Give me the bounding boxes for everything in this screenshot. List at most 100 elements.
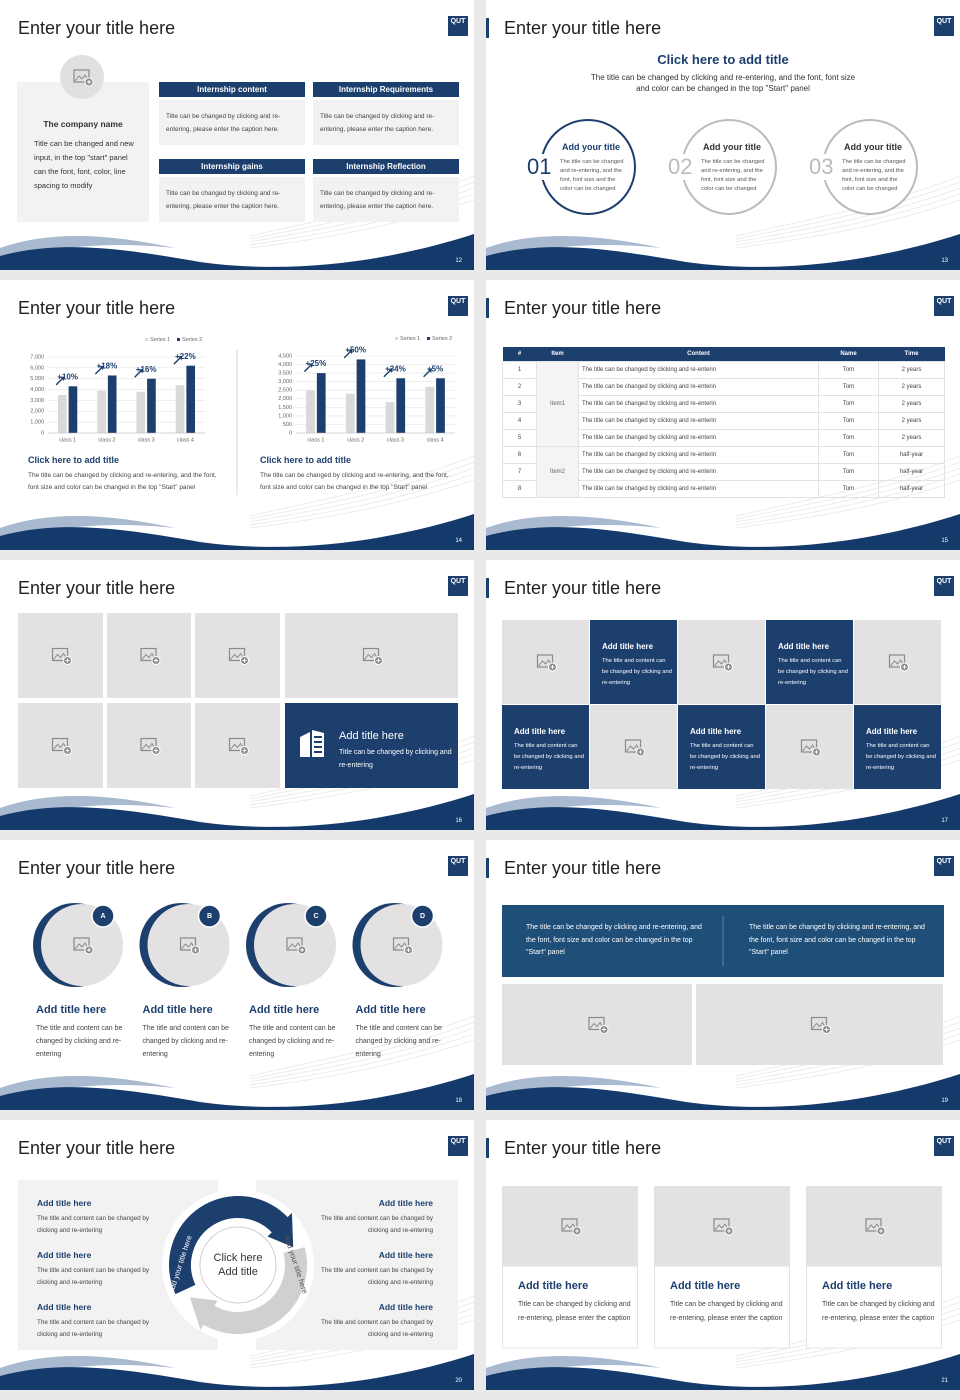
- image-icon: [392, 937, 413, 955]
- wave-line: [249, 1039, 474, 1089]
- column-header: Content: [578, 347, 819, 362]
- wave-light: [0, 795, 175, 822]
- card-body: [502, 1265, 638, 1349]
- wave-line: [249, 473, 474, 526]
- image-icon: [51, 647, 72, 665]
- icon-frame: [536, 654, 554, 668]
- row-number: 7: [502, 463, 537, 481]
- icon-frame: [624, 739, 642, 753]
- item-text: The title and content can be changed by …: [320, 1215, 433, 1234]
- y-tick-label: 0: [289, 430, 292, 436]
- name-cell: Tom: [818, 361, 879, 379]
- image-icon: [536, 654, 557, 672]
- icon-mountain: [562, 1223, 577, 1231]
- slide: Enter your title here QUT 20 Add title here…: [0, 1120, 474, 1390]
- item-text: The title and content can be changed by …: [37, 1215, 150, 1234]
- legend-label: Series 2: [432, 336, 452, 342]
- growth-label: +50%: [345, 346, 366, 355]
- item-title: Add title here: [37, 1302, 92, 1312]
- logo: QUT: [934, 296, 954, 316]
- bar: [107, 375, 117, 433]
- icon-plus-sign: [300, 948, 304, 952]
- wave-light: [0, 1355, 175, 1382]
- icon-frame: [140, 737, 157, 752]
- building-window: [314, 751, 322, 753]
- card-body: [654, 1265, 790, 1349]
- content-cell: The title can be changed by clicking and…: [578, 361, 819, 379]
- y-tick-label: 6,000: [30, 365, 44, 371]
- icon-frame: [179, 937, 197, 951]
- card-title: Add title here: [670, 1280, 741, 1292]
- company-name: The company name: [43, 119, 123, 129]
- title-bar: [486, 858, 489, 878]
- table-row: 2 The title can be changed by clicking an…: [502, 378, 945, 396]
- wave-line: [735, 199, 960, 249]
- x-tick-label: class 1: [307, 437, 324, 443]
- page-number: 20: [455, 1378, 462, 1384]
- image-icon: [888, 654, 909, 672]
- image-icon: [73, 69, 94, 87]
- bar: [436, 378, 445, 433]
- wave-line: [249, 1021, 474, 1080]
- card-body: [806, 1265, 942, 1349]
- name-cell: Tom: [818, 395, 879, 413]
- name-cell: Tom: [818, 463, 879, 481]
- icon-mountain: [141, 742, 156, 750]
- box-heading: Internship Requirements: [313, 82, 459, 97]
- icon-frame: [73, 937, 90, 951]
- item-title: Add title here: [36, 1004, 107, 1016]
- step-title: Add your title: [562, 142, 620, 152]
- icon-mountain: [866, 1223, 881, 1231]
- slide-graphics: [0, 613, 474, 830]
- wave-navy: [486, 1074, 960, 1110]
- slide: Enter your title here QUT 15 # Item Content Na…: [486, 280, 960, 550]
- growth-label: +18%: [97, 362, 118, 371]
- icon-plus-sign: [879, 1229, 883, 1233]
- icon-plus-sign: [550, 665, 555, 669]
- y-tick-label: 3,500: [278, 371, 292, 377]
- growth-label: +5%: [427, 364, 443, 373]
- company-card: [17, 82, 149, 222]
- icon-plus-sign: [154, 658, 158, 663]
- title-bar: [486, 578, 489, 598]
- logo: QUT: [448, 1136, 468, 1156]
- banner-text: The title can be changed by clicking and…: [526, 924, 702, 956]
- feature-cell: [678, 705, 765, 789]
- y-tick-label: 2,000: [278, 396, 292, 402]
- legend-label: Series 1: [150, 337, 170, 343]
- icon-mountain: [714, 1223, 729, 1231]
- building-window: [314, 736, 322, 738]
- wave-line: [249, 467, 474, 523]
- y-tick-label: 3,000: [30, 398, 44, 404]
- icon-mountain: [287, 942, 302, 950]
- item-text: The title and content can be changed by …: [320, 1267, 433, 1286]
- slide-title: Enter your title here: [18, 578, 176, 598]
- badge-letter: A: [100, 913, 105, 920]
- card-text: Title can be changed by clicking and re-…: [518, 1301, 631, 1322]
- item-title: Add title here: [37, 1198, 92, 1208]
- growth-arrow: [173, 355, 183, 365]
- y-tick-label: 3,000: [278, 379, 292, 385]
- image-placeholder: [502, 620, 589, 704]
- feature-cell: [590, 620, 677, 704]
- content-cell: The title can be changed by clicking and…: [578, 395, 819, 413]
- table-head: # Item Content Name Time: [502, 347, 945, 362]
- icon-mountain: [74, 74, 89, 82]
- item-title: Add title here: [249, 1004, 320, 1016]
- x-tick-label: class 1: [59, 437, 76, 443]
- item-text: The title and content can be changed by …: [37, 1267, 150, 1286]
- x-tick-label: class 4: [177, 437, 194, 443]
- slide: Enter your title here QUT 13 Click here to …: [486, 0, 960, 270]
- wave-light: [486, 515, 661, 542]
- badge-letter: B: [207, 913, 212, 920]
- icon-mountain: [53, 652, 67, 660]
- image-icon: [362, 647, 383, 665]
- table-row: 6 Item2 The title can be changed by clicki…: [502, 446, 945, 498]
- wave-light: [0, 515, 175, 542]
- image-circle: [60, 55, 104, 99]
- column-header: #: [502, 347, 537, 362]
- title-bar: [486, 18, 489, 38]
- slide-graphics: 0 1,000 2,000 3,000 4,000 5,000 6,000 7,000 clas…: [0, 336, 474, 550]
- logo: QUT: [934, 16, 954, 36]
